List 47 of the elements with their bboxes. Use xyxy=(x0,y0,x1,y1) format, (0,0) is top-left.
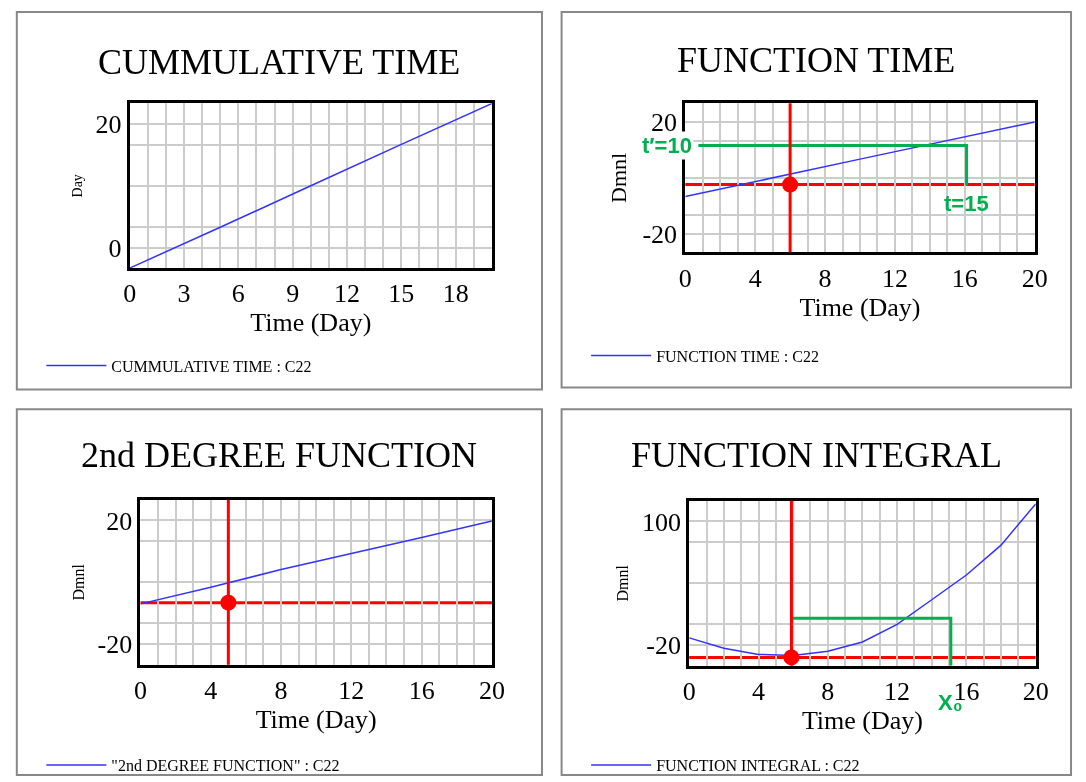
x-tick-label: 4 xyxy=(748,263,762,293)
x-axis-title: Time (Day) xyxy=(250,308,372,338)
y-axis-title: Dmnl xyxy=(69,563,87,601)
y-tick-label: 100 xyxy=(642,507,681,537)
y-tick-label: 20 xyxy=(106,506,133,536)
y-tick-label: -20 xyxy=(97,630,133,660)
x-tick-label: 16 xyxy=(951,263,978,293)
legend-label: FUNCTION TIME : C22 xyxy=(656,347,819,365)
x-tick-label: 9 xyxy=(286,279,300,309)
x-tick-label: 4 xyxy=(752,676,765,706)
x-tick-label: 12 xyxy=(334,279,361,309)
y-tick-label: 20 xyxy=(95,110,122,140)
chart-title: 2nd DEGREE FUNCTION xyxy=(81,435,477,475)
x-tick-label: 15 xyxy=(388,279,415,309)
x-tick-label: 16 xyxy=(408,675,435,705)
chart-title: FUNCTION TIME xyxy=(677,40,956,80)
x-tick-label: 6 xyxy=(231,279,245,309)
y-tick-label: 0 xyxy=(108,233,122,263)
x-tick-label: 20 xyxy=(1021,263,1048,293)
x-tick-label: 3 xyxy=(177,279,191,309)
line-series xyxy=(140,520,492,605)
x-tick-label: 8 xyxy=(821,676,835,706)
x-tick-label: 18 xyxy=(442,279,469,309)
y-axis-title: Day xyxy=(70,174,86,198)
x-tick-label: 12 xyxy=(884,676,911,706)
x-tick-label: 12 xyxy=(881,263,908,293)
x-axis-title: Time (Day) xyxy=(801,705,923,735)
x-tick-label: 20 xyxy=(1022,676,1049,706)
x-tick-label: 8 xyxy=(274,675,288,705)
annotation: t=15 xyxy=(944,191,989,216)
annotation: t′=10 xyxy=(642,133,692,158)
x-tick-label: 8 xyxy=(818,263,832,293)
y-axis-title: Dmnl xyxy=(606,152,632,203)
chart-title: CUMMULATIVE TIME xyxy=(98,42,461,82)
x-tick-label: 12 xyxy=(338,675,365,705)
legend-label: FUNCTION INTEGRAL : C22 xyxy=(656,757,860,775)
x-axis-title: Time (Day) xyxy=(255,704,377,734)
x-axis-title: Time (Day) xyxy=(799,292,921,322)
y-tick-label: -20 xyxy=(642,219,678,249)
chart-title: FUNCTION INTEGRAL xyxy=(631,435,1002,475)
y-tick-label: -20 xyxy=(646,631,681,661)
legend-label: CUMMULATIVE TIME : C22 xyxy=(111,357,312,375)
x-tick-label: 4 xyxy=(204,675,218,705)
legend-label: "2nd DEGREE FUNCTION" : C22 xyxy=(111,757,340,775)
line-series xyxy=(129,103,492,269)
y-axis-title: Dmnl xyxy=(613,564,631,602)
x-tick-label: 20 xyxy=(478,675,505,705)
